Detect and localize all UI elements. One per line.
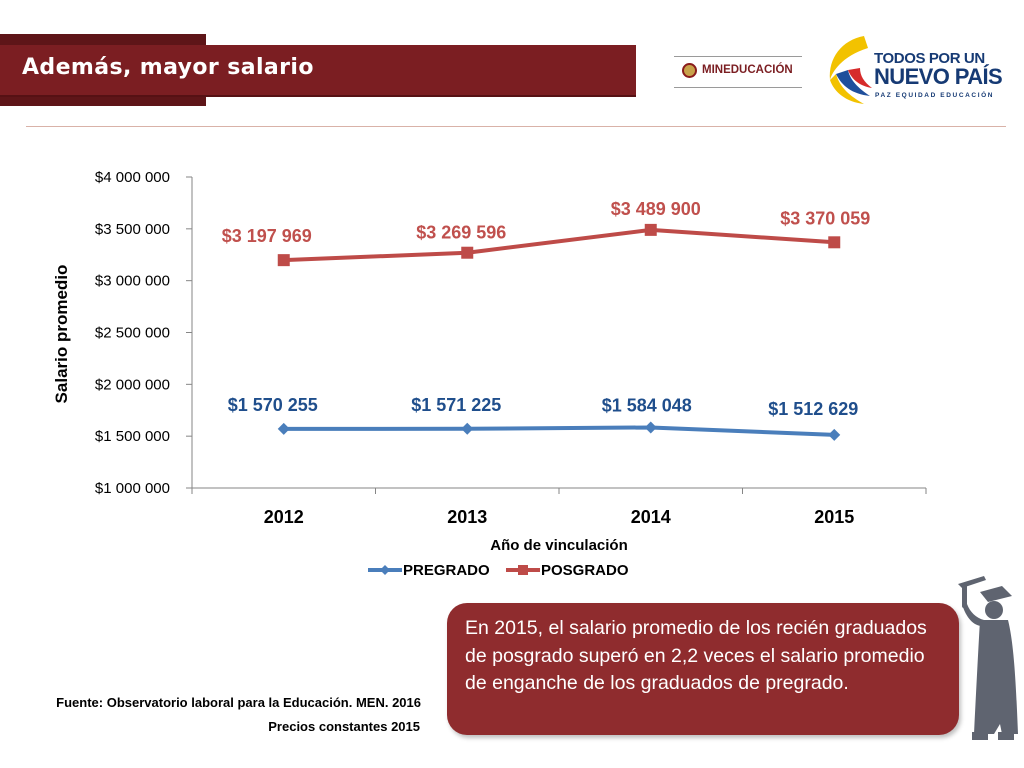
data-point-pregrado <box>277 422 290 435</box>
flag-swoosh-icon <box>829 36 872 104</box>
graduate-figure-icon <box>958 576 1018 740</box>
data-point-posgrado <box>461 246 474 259</box>
x-axis-title: Año de vinculación <box>490 537 628 554</box>
legend-marker-posgrado <box>518 565 528 575</box>
data-point-pregrado <box>644 421 657 434</box>
y-tick-label: $3 000 000 <box>95 273 170 290</box>
title-bar: Además, mayor salario <box>0 45 636 97</box>
data-point-posgrado <box>644 223 657 236</box>
callout-box: En 2015, el salario promedio de los reci… <box>447 603 959 735</box>
y-tick-label: $3 500 000 <box>95 221 170 238</box>
y-tick-label: $1 000 000 <box>95 480 170 497</box>
data-label: $3 197 969 <box>222 226 312 246</box>
y-tick-label: $2 000 000 <box>95 376 170 393</box>
x-tick-label: 2013 <box>447 507 487 527</box>
callout-text: En 2015, el salario promedio de los reci… <box>465 617 927 694</box>
series-line-pregrado <box>283 425 835 437</box>
x-tick-label: 2015 <box>814 507 854 527</box>
logo-line-1: TODOS POR UN <box>874 50 985 67</box>
y-tick-label: $1 500 000 <box>95 428 170 445</box>
data-point-pregrado <box>461 422 474 435</box>
coat-of-arms-icon <box>682 63 697 78</box>
logo-line-3: PAZ EQUIDAD EDUCACIÓN <box>875 92 995 99</box>
y-axis-title: Salario promedio <box>52 265 71 404</box>
series-line-posgrado <box>283 227 835 263</box>
page-title: Además, mayor salario <box>22 55 314 80</box>
data-point-posgrado <box>277 254 290 267</box>
source-note: Fuente: Observatorio laboral para la Edu… <box>56 695 421 710</box>
legend-marker-pregrado <box>380 565 390 575</box>
legend-label: POSGRADO <box>541 562 629 579</box>
header-divider <box>26 126 1006 127</box>
nuevo-pais-logo: TODOS POR UN NUEVO PAÍS PAZ EQUIDAD EDUC… <box>824 32 1003 108</box>
salary-line-chart: $1 000 000 $1 500 000 $2 000 000 $2 500 000… <box>52 169 927 579</box>
price-note: Precios constantes 2015 <box>268 719 420 734</box>
data-label: $1 584 048 <box>602 395 692 415</box>
y-tick-label: $2 500 000 <box>95 325 170 342</box>
data-point-posgrado <box>828 236 841 249</box>
x-tick-label: 2012 <box>264 507 304 527</box>
legend-label: PREGRADO <box>403 562 490 579</box>
data-label: $1 570 255 <box>228 395 318 415</box>
mineducacion-logo: MINEDUCACIÓN <box>674 56 802 88</box>
x-tick-label: 2014 <box>631 507 671 527</box>
data-label: $1 512 629 <box>768 399 858 419</box>
y-tick-label: $4 000 000 <box>95 169 170 186</box>
data-label: $1 571 225 <box>411 395 501 415</box>
data-point-pregrado <box>828 428 841 441</box>
data-label: $3 269 596 <box>416 223 506 243</box>
data-label: $3 370 059 <box>780 208 870 228</box>
mineducacion-logo-text: MINEDUCACIÓN <box>702 64 793 76</box>
logo-line-2: NUEVO PAÍS <box>874 64 1003 89</box>
data-label: $3 489 900 <box>611 199 701 219</box>
